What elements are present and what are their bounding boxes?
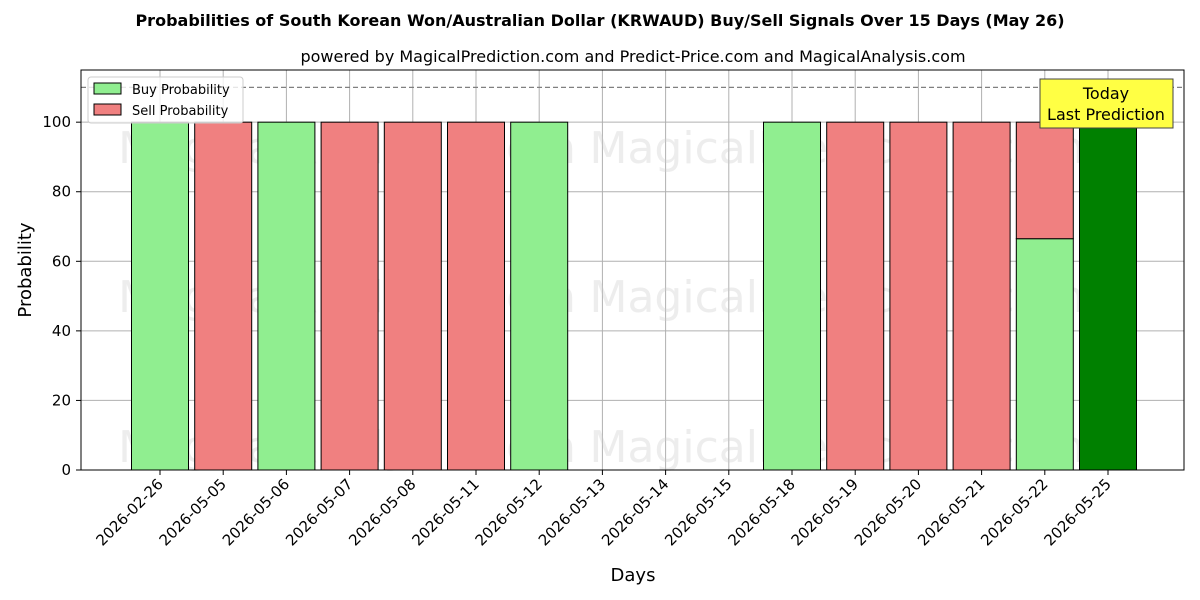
- buy-probability-bar: [510, 121, 569, 471]
- x-tick-label: 2026-02-26: [92, 475, 166, 549]
- sell-probability-bar: [1015, 121, 1074, 240]
- chart-subtitle: powered by MagicalPrediction.com and Pre…: [300, 47, 965, 66]
- y-tick-label: 100: [42, 113, 71, 131]
- bars: [131, 121, 1137, 471]
- sell-probability-bar: [383, 121, 442, 471]
- today-annotation-line2: Last Prediction: [1047, 105, 1165, 124]
- legend-swatch-buy: [93, 82, 122, 95]
- x-tick-label: 2026-05-06: [219, 475, 293, 549]
- buy-probability-bar: [1079, 121, 1137, 471]
- today-annotation-line1: Today: [1082, 84, 1129, 103]
- y-axis-label: Probability: [15, 222, 36, 317]
- legend-label-sell: Sell Probability: [132, 104, 229, 119]
- today-annotation: Today Last Prediction: [1039, 78, 1174, 129]
- y-tick-label: 40: [52, 322, 71, 340]
- x-tick-label: 2026-05-20: [851, 475, 925, 549]
- sell-probability-bar: [320, 121, 379, 471]
- x-tick-label: 2026-05-08: [345, 475, 419, 549]
- x-tick-label: 2026-05-11: [408, 475, 482, 549]
- buy-probability-bar: [1015, 238, 1074, 471]
- buy-probability-bar: [131, 121, 189, 471]
- x-tick-label: 2026-05-21: [914, 475, 988, 549]
- x-tick-label: 2026-05-25: [1040, 475, 1114, 549]
- x-tick-label: 2026-05-07: [282, 475, 356, 549]
- x-tick-label: 2026-05-14: [598, 475, 672, 549]
- x-tick-label: 2026-05-13: [535, 475, 609, 549]
- sell-probability-bar: [889, 121, 948, 471]
- chart-title: Probabilities of South Korean Won/Austra…: [135, 11, 1064, 30]
- legend-swatch-sell: [93, 103, 122, 116]
- y-tick-label: 20: [52, 391, 71, 409]
- x-axis-ticks: 2026-02-262026-05-052026-05-062026-05-07…: [92, 470, 1115, 549]
- today-annotation-box: [1039, 78, 1174, 129]
- legend-box: [87, 76, 244, 124]
- x-tick-label: 2026-05-22: [977, 475, 1051, 549]
- sell-probability-bar: [447, 121, 505, 471]
- x-tick-label: 2026-05-18: [724, 475, 798, 549]
- y-tick-label: 80: [52, 183, 71, 201]
- x-tick-label: 2026-05-19: [788, 475, 862, 549]
- legend-label-buy: Buy Probability: [132, 83, 230, 98]
- y-axis-ticks: 0 20 40 60 80 100: [42, 113, 81, 479]
- sell-probability-bar: [194, 121, 253, 471]
- plot-frame: [80, 69, 1185, 471]
- x-tick-label: 2026-05-05: [156, 475, 230, 549]
- buy-probability-bar: [763, 121, 821, 471]
- y-tick-label: 0: [61, 461, 71, 479]
- x-tick-label: 2026-05-12: [472, 475, 546, 549]
- sell-probability-bar: [826, 121, 885, 471]
- x-axis-label: Days: [611, 565, 656, 586]
- buy-probability-bar: [257, 121, 316, 471]
- sell-probability-bar: [952, 121, 1011, 471]
- y-tick-label: 60: [52, 252, 71, 270]
- legend: Buy Probability Sell Probability: [87, 76, 244, 124]
- x-tick-label: 2026-05-15: [661, 475, 735, 549]
